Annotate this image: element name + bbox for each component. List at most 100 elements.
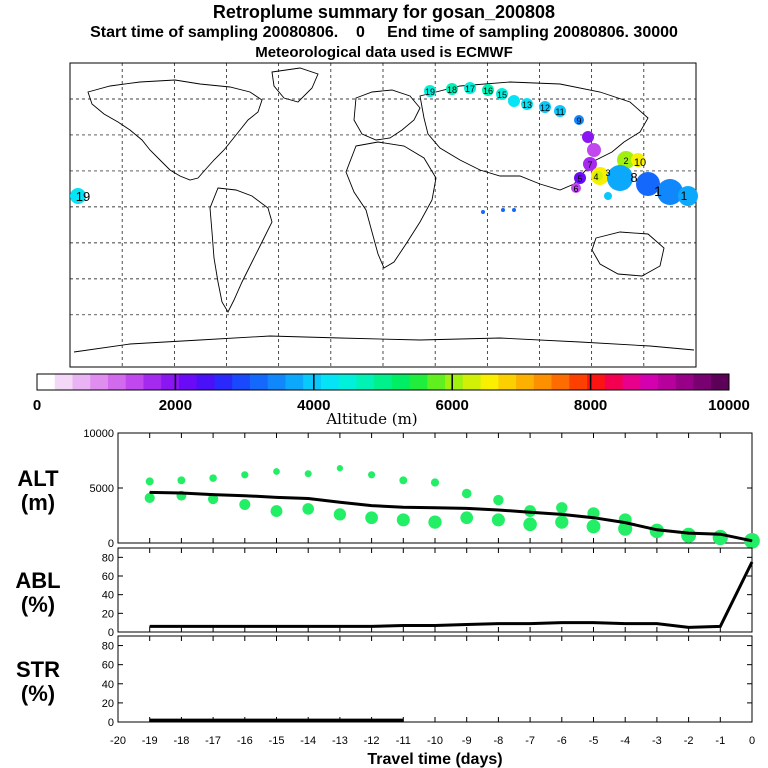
alt-scatter-point (681, 527, 697, 543)
panel-label: STR (16, 657, 60, 682)
x-tick-labels: -20 -19 -18 -17 -16 -15 -14 -13 -12 -11 -10 -9 -8 -7-… (110, 735, 755, 747)
plume-point (587, 143, 601, 157)
plume-point (424, 85, 436, 97)
series-point (149, 719, 151, 721)
series-point (244, 625, 246, 627)
coast-europe (353, 89, 421, 141)
coast-north-america (87, 79, 263, 181)
series-point (402, 624, 404, 626)
series-point (434, 507, 436, 509)
x-tick-label: -6 (557, 735, 567, 747)
colorbar-cell (196, 374, 215, 390)
colorbar-cell (622, 374, 641, 390)
plume-point (508, 95, 520, 107)
x-tick-label: -10 (427, 735, 443, 747)
series-point (402, 719, 404, 721)
colorbar-cell (391, 374, 411, 390)
panel-frame (117, 547, 753, 633)
y-tick-label: 80 (102, 552, 114, 564)
series-point (497, 509, 499, 511)
colorbar-cell (604, 374, 624, 390)
plume-day-label: 17 (465, 84, 475, 94)
plume-point (539, 101, 551, 113)
plume-day-label: 16 (483, 86, 493, 96)
y-tick-label: 0 (108, 627, 114, 639)
alt-scatter-point (586, 519, 601, 534)
x-tick-label: -17 (205, 735, 221, 747)
x-tick-label: -5 (589, 735, 599, 747)
alt-scatter-point (491, 513, 505, 527)
plume-point (70, 188, 86, 204)
map-gridlines (70, 63, 696, 367)
panel-label: ALT (17, 466, 59, 491)
sampling-time-line: Start time of sampling 20080806. 0 End t… (90, 24, 678, 41)
x-tick-label: -9 (462, 735, 472, 747)
plume-day-label: 2 (623, 156, 628, 166)
series-point (180, 625, 182, 627)
plume-point (678, 186, 698, 206)
panel-unit: (m) (21, 490, 55, 515)
alt-scatter-point (396, 513, 410, 527)
series-point (751, 540, 753, 542)
series-point (561, 622, 563, 624)
series-point (180, 492, 182, 494)
series-point (688, 626, 690, 628)
series-point (339, 625, 341, 627)
y-tick-label: 10000 (83, 428, 114, 440)
series-point (244, 719, 246, 721)
plume-day-label: 9 (576, 116, 581, 126)
alt-scatter-point (461, 488, 472, 499)
plume-point (482, 84, 494, 96)
y-tick-label: 0 (108, 538, 114, 550)
y-tick-label: 5000 (90, 483, 114, 495)
x-tick-label: -18 (173, 735, 189, 747)
plume-point (617, 151, 635, 169)
colorbar-cell (161, 374, 180, 390)
colorbar-tick-label: 2000 (159, 397, 192, 414)
y-tick-label: 40 (102, 679, 114, 691)
colorbar-tick-label: 6000 (436, 397, 469, 414)
coast-australia (591, 231, 665, 277)
time-series-panels: 0500010000ALT(m)020406080ABL(%)020406080… (15, 428, 760, 747)
plume-day-label: 3 (605, 168, 610, 178)
panel-unit: (%) (21, 592, 55, 617)
series-point (339, 501, 341, 503)
chart-title: Retroplume summary for gosan_200808 (212, 2, 556, 22)
colorbar-cell (72, 374, 91, 390)
y-tick-label: 80 (102, 641, 114, 653)
plume-point (593, 171, 603, 181)
alt-scatter-point (712, 529, 728, 546)
series-point (688, 532, 690, 534)
plume-point (554, 105, 566, 117)
plume-day-label: 7 (587, 160, 592, 170)
panel-unit: (%) (21, 681, 55, 706)
series-point (212, 625, 214, 627)
colorbar-cell (516, 374, 535, 390)
x-tick-label: -12 (364, 735, 380, 747)
colorbar-cell (303, 374, 322, 390)
plume-point (631, 153, 645, 167)
colorbar-cell (498, 374, 517, 390)
series-point (212, 719, 214, 721)
alt-scatter-point (270, 505, 283, 518)
alt-scatter-point (428, 515, 442, 529)
colorbar-cell (569, 374, 588, 390)
x-tick-label: -4 (620, 735, 630, 747)
series-point (402, 506, 404, 508)
alt-scatter-point (302, 503, 314, 515)
series-point (719, 625, 721, 627)
colorbar-cell (178, 374, 198, 390)
plume-day-label: 19 (425, 87, 435, 97)
plume-point (657, 179, 683, 205)
meteorological-data-line: Meteorological data used is ECMWF (255, 44, 513, 61)
series-point (624, 522, 626, 524)
plume-point (636, 172, 660, 196)
series-point (307, 625, 309, 627)
y-tick-label: 40 (102, 590, 114, 602)
colorbar-cell (107, 374, 127, 390)
altitude-colorbar: 0 2000 4000 6000 8000 10000 Altitude (m) (33, 373, 750, 428)
coast-antarctica (73, 335, 695, 353)
series-point (244, 495, 246, 497)
x-tick-label: -16 (237, 735, 253, 747)
